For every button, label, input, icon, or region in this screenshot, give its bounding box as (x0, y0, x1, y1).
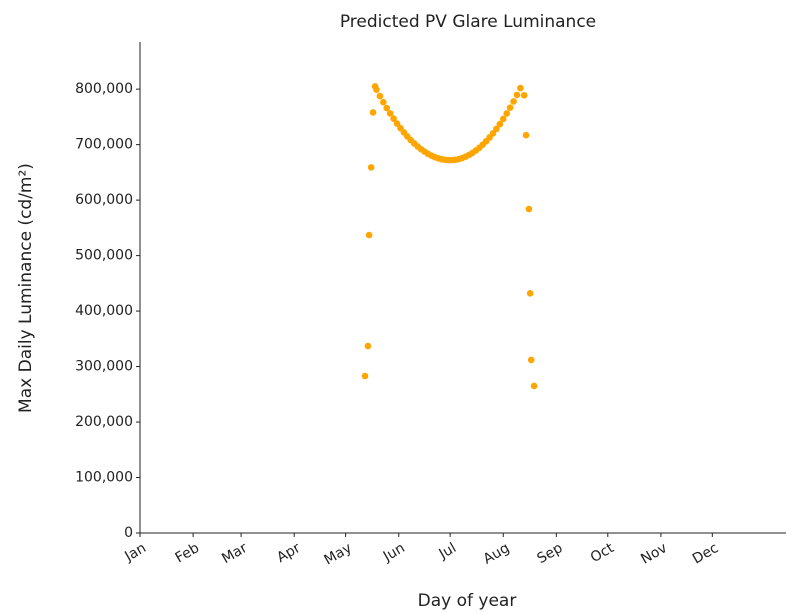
x-tick-label: May (322, 540, 355, 568)
y-tick-label: 800,000 (75, 81, 133, 97)
point (383, 104, 391, 112)
point (517, 84, 524, 92)
point (496, 120, 504, 128)
point (513, 91, 521, 99)
x-tick-label: Sep (535, 540, 566, 567)
x-tick-label: Feb (173, 540, 203, 566)
point (493, 125, 500, 133)
point (530, 382, 538, 390)
point (393, 120, 401, 127)
point (506, 104, 514, 111)
y-tick-label: 400,000 (75, 303, 133, 319)
point (503, 110, 510, 117)
point (369, 109, 377, 116)
point (373, 86, 380, 94)
point (489, 130, 497, 137)
y-tick-label: 100,000 (75, 470, 133, 486)
point (525, 205, 533, 213)
x-tick-label: Dec (690, 540, 721, 567)
x-tick-label: Jan (121, 540, 149, 565)
point (376, 92, 384, 100)
chart-title: Predicted PV Glare Luminance (340, 12, 596, 32)
x-tick-label: Apr (274, 540, 303, 566)
point (367, 164, 375, 171)
point (380, 98, 387, 106)
y-axis-label: Max Daily Luminance (cd/m²) (16, 163, 36, 413)
y-tick-label: 500,000 (75, 248, 133, 264)
point (361, 372, 369, 380)
y-tick-label: 0 (124, 525, 133, 541)
point (390, 115, 397, 122)
point (364, 342, 372, 350)
y-tick-label: 700,000 (75, 137, 133, 153)
point (527, 356, 535, 364)
point (520, 91, 528, 99)
x-tick-label: Jun (380, 540, 408, 565)
point (365, 231, 373, 239)
point (522, 131, 530, 139)
point (386, 110, 394, 117)
y-tick-label: 300,000 (75, 359, 133, 375)
x-tick-label: Jul (436, 540, 460, 563)
x-tick-label: Aug (481, 540, 513, 568)
x-tick-label: Mar (219, 540, 250, 567)
x-axis-label: Day of year (418, 591, 517, 611)
y-tick-label: 600,000 (75, 192, 133, 208)
x-tick-label: Oct (588, 540, 617, 566)
x-tick-label: Nov (638, 540, 670, 568)
point (499, 115, 507, 123)
point (526, 290, 534, 297)
y-tick-label: 200,000 (75, 414, 133, 430)
point (510, 98, 517, 105)
